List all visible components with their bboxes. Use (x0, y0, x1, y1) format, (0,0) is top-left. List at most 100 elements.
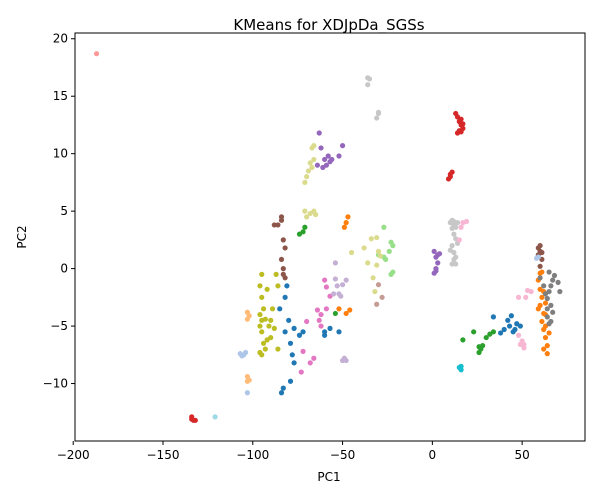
scatter-point-cluster-10 (533, 255, 540, 261)
scatter-point-cluster-8 (260, 306, 267, 312)
scatter-point-cluster-14 (330, 291, 337, 297)
scatter-point-cluster-7 (544, 306, 550, 312)
scatter-point-cluster-6 (314, 307, 321, 313)
scatter-point-cluster-1 (539, 318, 545, 325)
scatter-point-cluster-6 (298, 369, 304, 375)
scatter-point-cluster-5 (537, 263, 543, 269)
scatter-point-cluster-17 (375, 110, 382, 117)
scatter-point-cluster-0 (277, 306, 283, 312)
scatter-point-cluster-0 (490, 314, 497, 320)
scatter-point-cluster-20 (463, 218, 470, 225)
scatter-point-cluster-17 (449, 243, 455, 249)
x-tick-label: 0 (429, 448, 437, 462)
scatter-point-cluster-8 (260, 340, 267, 346)
scatter-point-cluster-0 (508, 313, 514, 319)
scatter-point-cluster-1 (343, 310, 349, 317)
scatter-point-cluster-8 (257, 283, 263, 289)
scatter-point-cluster-7 (550, 309, 556, 315)
y-tick-label: 15 (53, 89, 68, 103)
scatter-point-cluster-1 (343, 220, 349, 226)
scatter-point-cluster-0 (287, 378, 294, 384)
scatter-point-cluster-8 (275, 346, 281, 352)
scatter-point-cluster-1 (347, 307, 353, 313)
scatter-point-cluster-16 (517, 341, 523, 348)
scatter-point-cluster-4 (314, 162, 321, 168)
y-tick-label: −5 (50, 319, 68, 333)
scatter-point-cluster-7 (550, 277, 556, 283)
scatter-point-cluster-4 (435, 260, 441, 266)
scatter-point-cluster-4 (320, 164, 326, 171)
scatter-point-cluster-2 (476, 349, 482, 356)
scatter-point-cluster-17 (451, 256, 457, 263)
scatter-point-cluster-8 (262, 346, 268, 352)
scatter-point-cluster-18 (311, 143, 317, 149)
x-axis-label: PC1 (317, 470, 340, 484)
scatter-point-cluster-4 (325, 153, 331, 159)
scatter-point-cluster-7 (548, 283, 554, 289)
scatter-point-cluster-0 (296, 332, 303, 338)
scatter-point-cluster-16 (523, 294, 529, 300)
scatter-point-cluster-6 (307, 360, 313, 366)
scatter-point-cluster-7 (555, 279, 561, 285)
scatter-point-cluster-3 (458, 116, 464, 122)
scatter-point-cluster-8 (262, 316, 268, 322)
scatter-point-cluster-1 (539, 294, 545, 300)
scatter-point-cluster-17 (374, 115, 380, 121)
scatter-point-cluster-8 (264, 286, 270, 292)
scatter-point-cluster-8 (257, 323, 263, 329)
x-tick-label: −50 (330, 448, 355, 462)
scatter-point-cluster-0 (280, 385, 286, 391)
scatter-point-cluster-0 (322, 332, 328, 338)
scatter-point-cluster-7 (546, 269, 552, 275)
scatter-point-cluster-8 (266, 323, 272, 329)
scatter-point-cluster-14 (339, 357, 346, 364)
scatter-point-cluster-5 (280, 271, 286, 277)
scatter-point-cluster-4 (336, 153, 342, 159)
scatter-point-cluster-6 (323, 284, 330, 290)
scatter-point-cluster-4 (327, 159, 333, 165)
scatter-point-cluster-0 (336, 329, 342, 335)
scatter-point-cluster-20 (458, 224, 464, 230)
scatter-point-cluster-18 (374, 262, 380, 268)
scatter-point-cluster-1 (345, 214, 351, 220)
scatter-point-cluster-0 (506, 323, 513, 329)
scatter-point-cluster-18 (370, 275, 376, 281)
scatter-point-cluster-8 (275, 283, 281, 289)
scatter-point-cluster-7 (544, 295, 550, 302)
scatter-point-cluster-18 (374, 234, 380, 241)
scatter-point-cluster-7 (551, 272, 558, 279)
x-axis-ticks: −200 −150 −100 −50 0 50 (57, 441, 530, 462)
scatter-point-cluster-8 (259, 329, 265, 335)
scatter-point-cluster-6 (300, 348, 306, 354)
scatter-point-cluster-18 (307, 160, 313, 166)
scatter-point-cluster-6 (318, 311, 324, 318)
scatter-point-cluster-14 (332, 260, 338, 266)
scatter-point-cluster-18 (365, 260, 371, 266)
scatter-point-cluster-2 (300, 229, 306, 235)
scatter-point-cluster-12 (386, 248, 392, 254)
scatter-point-cluster-14 (343, 357, 349, 364)
scatter-point-cluster-18 (372, 288, 378, 295)
scatter-point-cluster-16 (528, 288, 534, 295)
scatter-point-cluster-18 (311, 156, 317, 163)
scatter-point-cluster-14 (343, 277, 349, 283)
scatter-point-cluster-16 (521, 345, 527, 351)
scatter-point-cluster-1 (542, 300, 549, 306)
scatter-point-cluster-8 (259, 271, 265, 277)
scatter-point-cluster-17 (453, 261, 459, 267)
scatter-point-cluster-17 (447, 247, 453, 253)
scatter-point-cluster-5 (282, 245, 288, 251)
scatter-point-cluster-5 (280, 266, 286, 272)
scatter-point-cluster-18 (302, 179, 308, 186)
scatter-point-cluster-16 (515, 294, 522, 300)
scatter-point-cluster-1 (544, 343, 550, 349)
scatter-point-cluster-14 (332, 276, 338, 282)
scatter-point-cluster-8 (268, 317, 274, 323)
scatter-point-cluster-18 (309, 164, 315, 171)
scatter-point-cluster-0 (512, 326, 518, 333)
scatter-point-cluster-1 (544, 351, 550, 357)
scatter-point-cluster-12 (383, 256, 389, 263)
scatter-point-cluster-7 (537, 275, 543, 281)
scatter-point-cluster-14 (334, 283, 340, 289)
scatter-point-cluster-18 (377, 253, 383, 259)
